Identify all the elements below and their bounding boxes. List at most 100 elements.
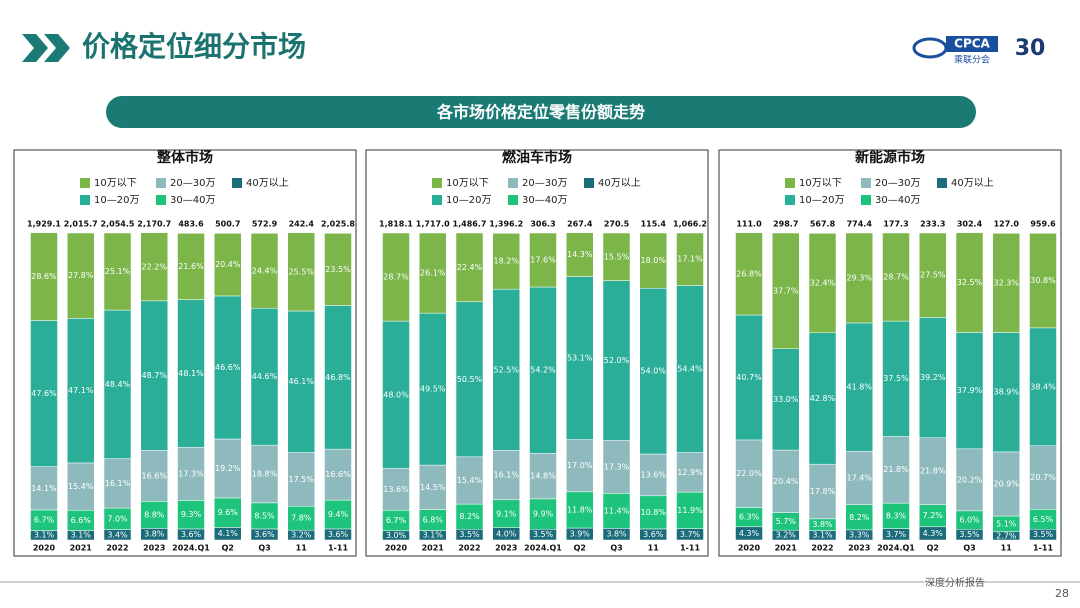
value-label: 28.6% xyxy=(31,272,57,281)
bar-segment xyxy=(492,233,520,290)
x-tick-label: 11 xyxy=(648,544,660,553)
bar-segment xyxy=(103,309,132,459)
bar-segment xyxy=(882,232,910,322)
page-title: 价格定位细分市场 xyxy=(82,30,306,63)
bar-segment xyxy=(882,320,910,437)
bar-segment xyxy=(140,300,168,451)
value-label: 3.5% xyxy=(533,530,554,539)
value-label: 16.6% xyxy=(325,470,351,479)
legend-swatch xyxy=(508,178,518,188)
legend-label: 10—20万 xyxy=(446,195,491,206)
logo xyxy=(912,36,998,59)
legend-swatch xyxy=(232,178,242,188)
value-label: 17.3% xyxy=(178,469,204,478)
bar-segment xyxy=(324,499,352,530)
value-label: 6.8% xyxy=(423,516,444,525)
bar-segment xyxy=(602,280,631,441)
value-label: 11.8% xyxy=(567,505,593,514)
bar-segment xyxy=(250,233,279,309)
legend-label: 20—30万 xyxy=(170,178,215,189)
total-label: 242.4 xyxy=(289,220,315,229)
value-label: 17.0% xyxy=(567,461,593,470)
value-label: 7.2% xyxy=(923,511,944,520)
bar-segment xyxy=(287,452,315,507)
legend-swatch xyxy=(508,195,518,205)
value-label: 38.9% xyxy=(994,388,1020,397)
x-tick-label: 2023 xyxy=(495,544,517,553)
total-label: 298.7 xyxy=(773,220,798,229)
legend-label: 20—30万 xyxy=(875,178,920,189)
value-label: 9.9% xyxy=(533,510,554,519)
total-label: 1,066.2 xyxy=(673,220,707,229)
value-label: 21.8% xyxy=(920,467,946,476)
bar-segment xyxy=(250,502,279,530)
value-label: 3.5% xyxy=(459,530,480,539)
x-tick-label: 2021 xyxy=(70,544,93,553)
value-label: 22.0% xyxy=(736,469,762,478)
total-label: 115.4 xyxy=(641,220,667,229)
value-label: 27.5% xyxy=(920,271,946,280)
value-label: 18.2% xyxy=(494,257,520,266)
value-label: 20.4% xyxy=(215,260,241,269)
value-label: 52.0% xyxy=(604,356,630,365)
value-label: 29.3% xyxy=(847,273,873,282)
bar-segment xyxy=(992,451,1020,517)
legend-label: 30—40万 xyxy=(875,195,920,206)
value-label: 26.8% xyxy=(736,269,762,278)
value-label: 14.8% xyxy=(530,472,556,481)
x-tick-label: 2021 xyxy=(775,544,798,553)
value-label: 11.4% xyxy=(604,506,630,515)
value-label: 15.4% xyxy=(457,476,483,485)
legend-label: 10—20万 xyxy=(94,195,139,206)
value-label: 6.3% xyxy=(739,513,760,522)
value-label: 16.1% xyxy=(494,471,520,480)
bar-segment xyxy=(845,451,873,505)
footer: 深度分析报告 xyxy=(925,576,985,589)
x-tick-label: 2022 xyxy=(458,544,480,553)
value-label: 54.4% xyxy=(677,365,703,374)
x-tick-label: 11 xyxy=(296,544,308,553)
value-label: 25.1% xyxy=(105,267,131,276)
value-label: 30.8% xyxy=(1030,276,1056,285)
bar-segment xyxy=(67,318,95,464)
value-label: 21.8% xyxy=(883,465,909,474)
bar-segment xyxy=(67,462,95,511)
value-label: 14.5% xyxy=(420,483,446,492)
total-label: 233.3 xyxy=(920,220,945,229)
value-label: 54.0% xyxy=(641,367,667,376)
bar-segment xyxy=(529,232,557,288)
value-label: 9.1% xyxy=(496,509,517,518)
x-tick-label: 2020 xyxy=(33,544,56,553)
total-label: 483.6 xyxy=(178,220,204,229)
value-label: 22.2% xyxy=(142,262,168,271)
value-label: 9.3% xyxy=(181,510,202,519)
value-label: 7.8% xyxy=(291,514,312,523)
bar-segment xyxy=(772,449,800,513)
value-label: 3.6% xyxy=(254,530,275,539)
value-label: 47.1% xyxy=(68,386,94,395)
total-label: 267.4 xyxy=(567,220,593,229)
value-label: 17.6% xyxy=(530,256,556,265)
bar-segment xyxy=(639,495,667,530)
legend-swatch xyxy=(785,195,795,205)
value-label: 4.3% xyxy=(923,529,944,538)
x-tick-label: 2022 xyxy=(811,544,833,553)
value-label: 3.0% xyxy=(386,531,407,540)
logo-text: CPCA xyxy=(954,37,990,51)
x-tick-label: 2023 xyxy=(143,544,165,553)
value-label: 3.6% xyxy=(328,530,349,539)
bar-segment xyxy=(529,286,557,454)
total-label: 270.5 xyxy=(604,220,630,229)
value-label: 20.9% xyxy=(994,479,1020,488)
value-label: 48.1% xyxy=(178,369,204,378)
x-tick-label: 2024.Q1 xyxy=(877,544,915,553)
total-label: 2,015.7 xyxy=(64,220,98,229)
bar-segment xyxy=(419,464,447,510)
bar-segment xyxy=(30,466,58,511)
page-number: 28 xyxy=(1055,587,1069,600)
bar-segment xyxy=(140,450,168,502)
value-label: 48.0% xyxy=(383,390,409,399)
value-label: 46.6% xyxy=(215,363,241,372)
value-label: 17.5% xyxy=(289,475,315,484)
value-label: 23.5% xyxy=(325,265,351,274)
